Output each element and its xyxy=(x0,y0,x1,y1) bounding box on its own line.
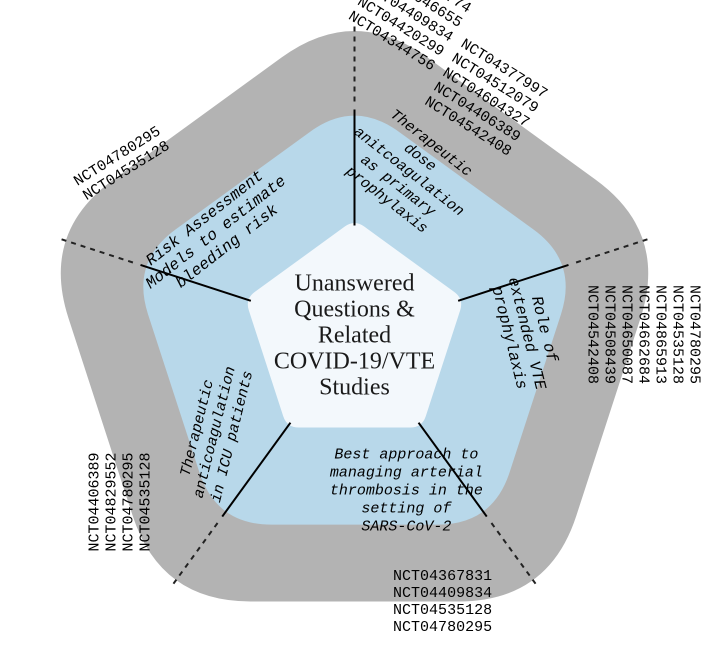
segment-label-line: Best approach to xyxy=(334,446,478,463)
nct-group-right-0: NCT04780295NCT04535128NCT04865913NCT0466… xyxy=(584,285,703,384)
segment-label-line: SARS-CoV-2 xyxy=(361,518,451,535)
nct-id: NCT04780295 xyxy=(393,619,492,636)
nct-id: NCT04780295 xyxy=(686,285,703,384)
center-title-line: Studies xyxy=(319,375,390,401)
nct-id: NCT04535128 xyxy=(393,602,492,619)
segment-label-line: managing arterial xyxy=(330,464,483,481)
nct-text: NCT04406389NCT04829552NCT04780295NCT0453… xyxy=(86,453,154,552)
nct-group-left-0: NCT04406389NCT04829552NCT04780295NCT0453… xyxy=(86,453,154,552)
nct-id: NCT04650087 xyxy=(618,285,635,384)
segment-label-line: thrombosis in the xyxy=(330,482,483,499)
nct-text: NCT04367831NCT04409834NCT04535128NCT0478… xyxy=(393,568,492,636)
center-title-line: Questions & xyxy=(294,297,415,323)
pentagon-infographic: UnansweredQuestions &RelatedCOVID-19/VTE… xyxy=(0,0,709,669)
nct-id: NCT04409834 xyxy=(393,585,492,602)
nct-id: NCT04662684 xyxy=(635,285,652,384)
nct-id: NCT04367831 xyxy=(393,568,492,585)
nct-id: NCT04535128 xyxy=(137,453,154,552)
nct-id: NCT04829552 xyxy=(103,453,120,552)
nct-text: NCT04780295NCT04535128NCT04865913NCT0466… xyxy=(584,285,703,384)
center-title-line: Unanswered xyxy=(295,271,415,297)
nct-id: NCT04780295 xyxy=(120,453,137,552)
center-title-line: COVID-19/VTE xyxy=(274,349,435,375)
nct-id: NCT04508439 xyxy=(601,285,618,384)
segment-label-line: setting of xyxy=(361,500,452,517)
center-title-line: Related xyxy=(318,323,391,349)
nct-id: NCT04542408 xyxy=(584,285,601,384)
nct-group-bottom-0: NCT04367831NCT04409834NCT04535128NCT0478… xyxy=(393,568,492,636)
nct-id: NCT04406389 xyxy=(86,453,103,552)
nct-id: NCT04865913 xyxy=(652,285,669,384)
nct-id: NCT04535128 xyxy=(669,285,686,384)
